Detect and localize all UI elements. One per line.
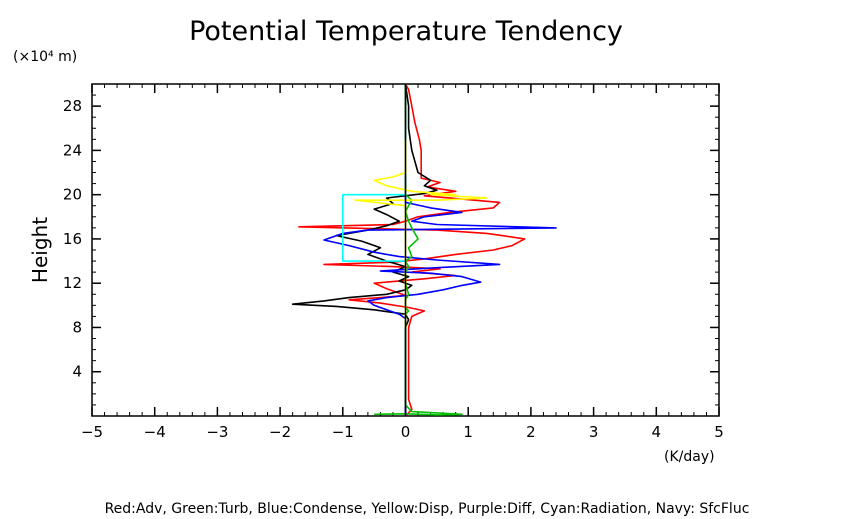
- series-line-1: [298, 83, 526, 417]
- y-tick-label: 20: [63, 186, 82, 204]
- x-tick-label: 2: [526, 423, 536, 441]
- y-axis-label: Height: [28, 217, 52, 283]
- series-line-2: [291, 83, 438, 416]
- series-line-6: [341, 193, 406, 262]
- x-tick-label: −5: [81, 423, 103, 441]
- x-tick-label: −4: [144, 423, 166, 441]
- y-unit-label: (×10⁴ m): [13, 49, 77, 65]
- x-tick-label: 1: [463, 423, 473, 441]
- x-tick-label: −2: [269, 423, 291, 441]
- x-unit-label: (K/day): [664, 449, 715, 465]
- x-tick-label: 5: [714, 423, 724, 441]
- series-line-5: [354, 139, 488, 328]
- x-tick-label: −3: [206, 423, 228, 441]
- series-legend: Red:Adv, Green:Turb, Blue:Condense, Yell…: [105, 501, 750, 517]
- x-tick-label: −1: [332, 423, 354, 441]
- chart-title: Potential Temperature Tendency: [189, 16, 623, 47]
- y-tick-label: 16: [63, 230, 82, 248]
- y-tick-label: 8: [72, 318, 82, 336]
- y-tick-label: 28: [63, 97, 82, 115]
- series-line-3: [323, 84, 557, 416]
- series-layer: [291, 83, 557, 417]
- y-tick-label: 4: [72, 363, 82, 381]
- x-tick-label: 3: [589, 423, 599, 441]
- x-tick-label: 0: [401, 423, 411, 441]
- x-tick-label: 4: [652, 423, 662, 441]
- axis-ticks: [91, 83, 720, 417]
- y-tick-label: 24: [63, 141, 82, 159]
- y-tick-label: 12: [63, 274, 82, 292]
